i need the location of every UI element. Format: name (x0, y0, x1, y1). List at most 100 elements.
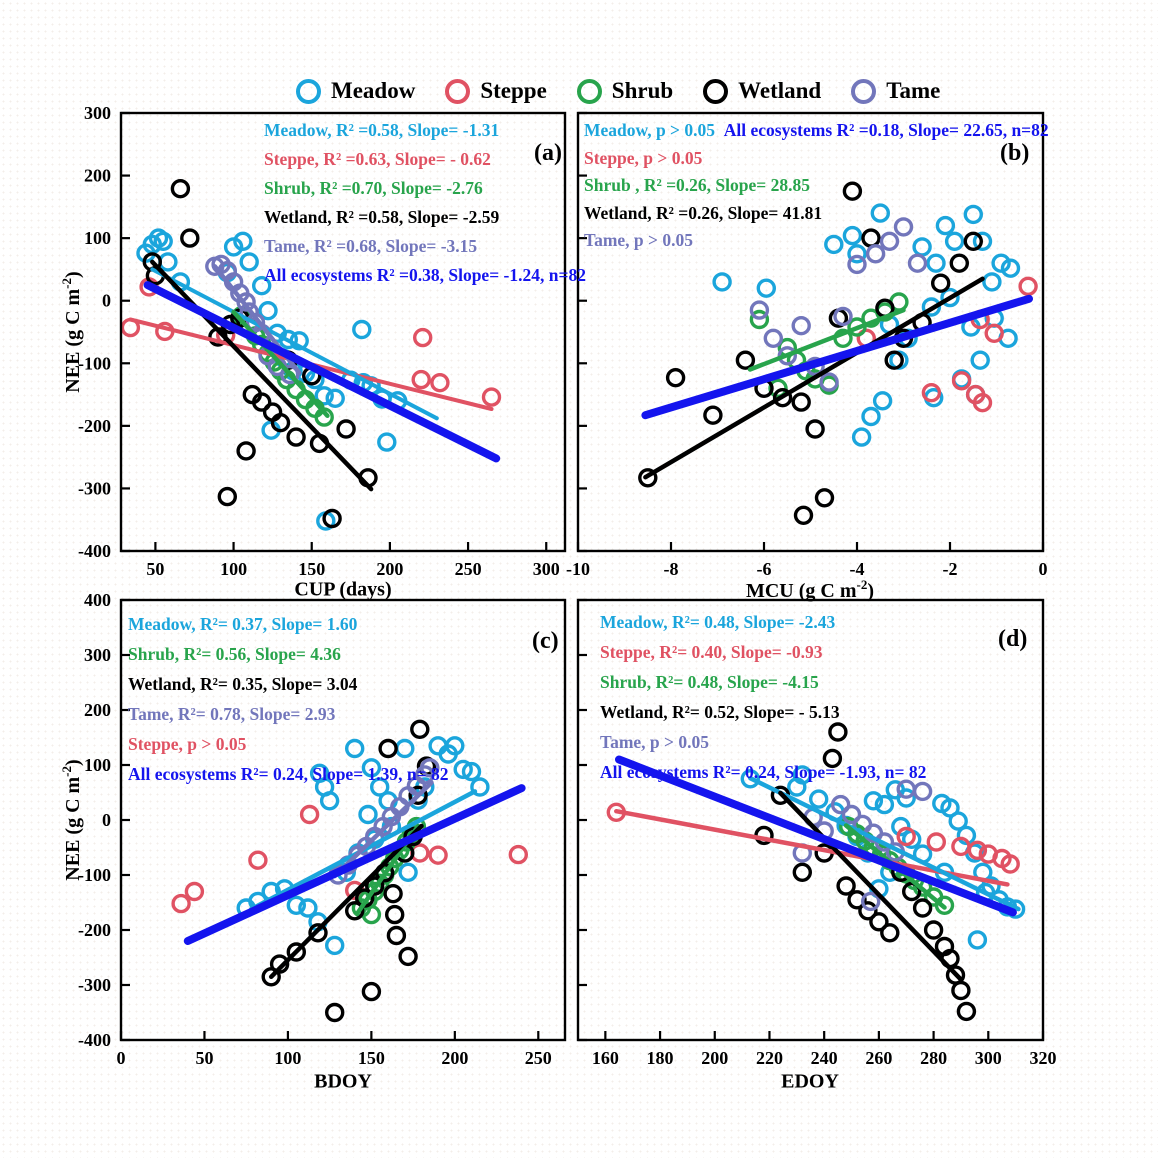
data-point-meadow (325, 388, 345, 408)
data-point-wetland (792, 862, 812, 882)
data-point-tame (830, 794, 851, 815)
data-point-meadow (1000, 258, 1021, 278)
data-point-meadow (847, 244, 867, 264)
data-point-meadow (972, 231, 993, 252)
shrub-marker-icon (576, 78, 602, 104)
data-point-wetland (322, 508, 342, 529)
stat-annotation-segment: Wetland, R²= 0.52, Slope= - 5.13 (600, 702, 840, 722)
data-point-steppe (413, 327, 433, 348)
data-point-meadow (361, 758, 382, 778)
y-tick-label: 200 (84, 700, 111, 720)
data-point-steppe (972, 393, 993, 413)
x-tick-label: 220 (756, 1048, 783, 1068)
y-tick-label: 0 (102, 291, 111, 311)
data-point-steppe (299, 804, 320, 825)
panel-c: 0 50 100 150 200 250 400 300 200 100 0 -100 -200 -300… (78, 590, 567, 1068)
regression-line-wetland (150, 259, 374, 492)
stat-annotation-segment: Steppe, R² =0.63, Slope= - 0.62 (264, 149, 491, 169)
data-point-meadow (712, 272, 732, 292)
data-point-meadow (921, 297, 942, 317)
data-point-wetland (902, 881, 922, 902)
x-tick-label: 200 (441, 1048, 468, 1068)
x-tick-label: -10 (566, 559, 590, 579)
regression-line-tame (332, 780, 434, 879)
stat-annotation-line: Meadow, R²= 0.48, Slope= -2.43 (600, 613, 926, 644)
stat-annotation-segment: All ecosystems R² =0.38, Slope= -1.24, n… (264, 265, 586, 285)
data-point-meadow (956, 825, 977, 846)
data-point-meadow (935, 215, 956, 236)
stat-annotation-segment: Wetland, R² =0.58, Slope= -2.59 (264, 207, 500, 227)
data-point-steppe (411, 369, 431, 390)
data-point-meadow (756, 278, 776, 298)
x-tick-label: 0 (117, 1048, 126, 1068)
y-tick-label: -400 (78, 1030, 111, 1050)
data-point-meadow (453, 759, 473, 780)
data-point-wetland (791, 392, 811, 412)
data-point-meadow (377, 432, 397, 452)
data-point-meadow (358, 804, 378, 825)
panel-label-b: (b) (1000, 140, 1030, 166)
data-point-meadow (319, 791, 340, 811)
stat-annotation-segment: Steppe, R²= 0.40, Slope= -0.93 (600, 642, 823, 662)
data-point-meadow (740, 769, 760, 789)
data-point-meadow (851, 427, 872, 447)
regression-line-shrub (747, 307, 906, 372)
data-point-tame (833, 306, 853, 327)
data-point-wetland (270, 413, 291, 433)
stat-annotation-line: All ecosystems R²= 0.24, Slope= -1.93, n… (600, 762, 927, 794)
data-point-wetland (252, 392, 272, 412)
data-point-tame (420, 758, 440, 778)
data-point-wetland (805, 419, 825, 439)
stat-annotation-segment: Steppe, p > 0.05 (128, 734, 247, 754)
data-point-meadow (896, 788, 916, 808)
data-point-wetland (286, 942, 306, 962)
stat-annotation-segment: Tame, p > 0.05 (600, 732, 709, 752)
y-tick-label: 100 (84, 228, 111, 248)
stat-annotation-segment: All ecosystems R²= 0.24, Slope= -1.93, n… (600, 762, 927, 782)
data-point-wetland (665, 368, 686, 388)
stat-annotation-line: All ecosystems R²= 0.24, Slope= 1.39, n=… (128, 765, 449, 796)
data-point-wetland (410, 719, 430, 739)
data-point-tame (893, 217, 914, 237)
stat-annotation-line: Wetland, R²= 0.52, Slope= - 5.13 (600, 702, 926, 734)
data-point-meadow (970, 350, 990, 370)
data-point-tame (841, 804, 862, 825)
data-point-steppe (508, 844, 528, 865)
panel-label-c: (c) (532, 628, 559, 654)
data-point-wetland (378, 738, 398, 759)
data-point-wetland (383, 884, 403, 904)
data-point-steppe (430, 373, 450, 393)
stat-annotation-segment: Tame, R² =0.68, Slope= -3.15 (264, 236, 478, 256)
data-point-wetland (858, 901, 878, 921)
x-tick-label: 250 (455, 559, 482, 579)
data-point-meadow (891, 816, 911, 837)
stat-annotation-line: Wetland, R²= 0.35, Slope= 3.04 (128, 675, 449, 706)
data-point-wetland (847, 890, 867, 910)
data-point-meadow (824, 234, 844, 255)
data-point-tame (907, 253, 928, 273)
x-axis-title-bdoy: BDOY (314, 1070, 372, 1093)
x-tick-label: 280 (920, 1048, 947, 1068)
stat-annotation-line: Meadow, R² =0.58, Slope= -1.31 (264, 121, 586, 151)
x-tick-label: 150 (298, 559, 325, 579)
data-point-tame (236, 292, 256, 312)
data-point-meadow (944, 231, 965, 252)
stat-annotation-line: Meadow, R²= 0.37, Slope= 1.60 (128, 615, 449, 646)
x-tick-label: 300 (975, 1048, 1002, 1068)
data-point-wetland (772, 388, 793, 408)
data-point-tame (847, 254, 867, 275)
data-point-meadow (842, 225, 863, 246)
legend-label: Steppe (480, 78, 547, 103)
data-point-wetland (345, 901, 365, 921)
x-tick-label: 200 (701, 1048, 728, 1068)
data-point-meadow (991, 253, 1011, 273)
stat-annotation-segment: Meadow, p > 0.05 (584, 120, 716, 140)
regression-line-wetland (268, 823, 424, 980)
data-point-wetland (365, 876, 385, 896)
data-point-meadow (314, 386, 334, 406)
x-tick-label: -4 (850, 559, 865, 579)
x-axis-title-edoy: EDOY (781, 1070, 839, 1093)
data-point-wetland (963, 231, 983, 252)
regression-line-meadow (150, 267, 439, 421)
